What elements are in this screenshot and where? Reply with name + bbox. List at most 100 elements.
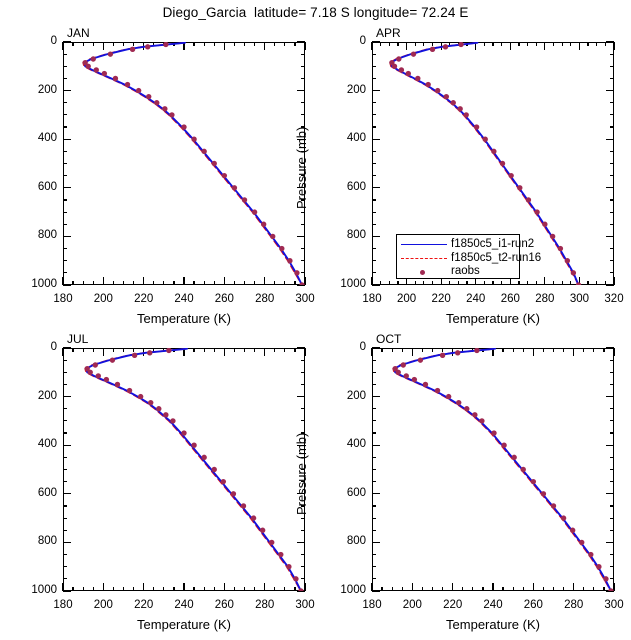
x-tick	[132, 348, 135, 352]
x-tick	[421, 587, 423, 591]
x-tick	[173, 281, 175, 285]
y-tick	[63, 162, 67, 165]
raobs-point	[299, 282, 305, 285]
y-tick-label: 600	[346, 180, 366, 193]
y-tick	[610, 420, 614, 422]
y-tick	[301, 150, 305, 152]
raobs-point	[442, 44, 449, 50]
x-tick	[440, 42, 442, 50]
y-tick	[610, 77, 614, 80]
x-tick	[411, 348, 413, 356]
raobs-point	[608, 588, 614, 591]
x-tick	[522, 587, 524, 591]
raobs-point	[166, 348, 172, 354]
y-tick	[610, 383, 614, 386]
x-tick	[535, 281, 537, 285]
raobs-point	[240, 503, 247, 509]
panel-label-apr: APR	[376, 26, 401, 40]
y-tick	[610, 481, 614, 483]
y-tick-label: 400	[346, 132, 366, 145]
y-tick	[297, 396, 305, 398]
x-axis-title: Temperature (K)	[446, 617, 540, 632]
x-tick	[143, 348, 145, 356]
y-tick	[372, 77, 376, 80]
raobs-point	[458, 42, 464, 48]
x-tick	[72, 42, 74, 46]
y-tick	[610, 408, 614, 410]
y-tick	[63, 138, 71, 140]
y-tick	[606, 493, 614, 495]
y-tick	[372, 53, 376, 55]
raobs-point	[540, 491, 547, 497]
y-tick	[372, 359, 376, 361]
raobs-point	[191, 442, 197, 448]
y-tick-label: 800	[37, 229, 57, 242]
y-tick	[297, 138, 305, 140]
y-tick	[301, 211, 305, 213]
y-tick	[301, 77, 305, 80]
x-tick	[501, 42, 503, 46]
y-tick	[372, 541, 380, 543]
x-tick	[203, 348, 205, 352]
raobs-point	[169, 112, 175, 118]
raobs-point	[241, 197, 248, 203]
raobs-point	[415, 75, 421, 82]
y-tick	[606, 396, 614, 398]
x-tick	[233, 42, 235, 46]
x-tick-label: 240	[466, 293, 486, 305]
y-tick	[297, 235, 305, 237]
y-tick	[301, 456, 305, 458]
y-tick	[372, 138, 380, 140]
panel-label-oct: OCT	[376, 332, 402, 346]
x-tick-label: 280	[564, 599, 584, 611]
y-tick	[610, 529, 614, 531]
x-tick	[122, 42, 125, 46]
raobs-point	[103, 376, 110, 383]
x-tick	[462, 348, 464, 352]
y-tick	[63, 199, 67, 201]
legend-item: f1850c5_i1-run2	[401, 239, 534, 251]
y-tick	[610, 175, 614, 177]
y-tick	[372, 347, 380, 349]
raobs-point	[230, 491, 237, 497]
x-tick	[193, 348, 195, 352]
x-tick	[570, 281, 572, 285]
raobs-point	[569, 527, 576, 533]
raobs-point	[137, 393, 144, 400]
x-tick	[573, 583, 575, 591]
x-tick	[274, 42, 276, 46]
raobs-point	[251, 209, 258, 215]
y-tick	[372, 284, 380, 286]
y-tick	[372, 468, 376, 471]
x-tick	[542, 587, 544, 591]
y-tick	[606, 444, 614, 446]
data-curves	[84, 348, 304, 591]
x-tick-label: 200	[93, 599, 113, 611]
raobs-point	[93, 67, 99, 73]
legend-marker	[401, 244, 447, 245]
raobs-point	[396, 56, 402, 62]
y-tick	[372, 505, 376, 507]
y-tick	[297, 41, 305, 43]
y-tick	[63, 529, 67, 531]
y-tick	[63, 468, 67, 471]
y-tick	[610, 553, 614, 556]
y-tick	[63, 175, 67, 177]
raobs-point	[482, 136, 488, 142]
x-tick	[274, 281, 276, 285]
y-tick	[63, 223, 67, 225]
x-tick	[102, 277, 104, 285]
x-tick	[163, 587, 165, 591]
x-tick	[183, 42, 185, 50]
y-tick-label: 800	[37, 535, 57, 548]
x-tick	[596, 42, 598, 46]
raobs-point	[501, 442, 507, 448]
x-tick-label: 180	[53, 599, 73, 611]
x-tick	[561, 42, 563, 46]
x-tick	[294, 587, 296, 591]
x-tick	[431, 281, 434, 285]
x-tick	[243, 281, 246, 285]
raobs-point	[422, 381, 429, 388]
y-tick	[610, 211, 614, 213]
raobs-point	[417, 357, 424, 363]
